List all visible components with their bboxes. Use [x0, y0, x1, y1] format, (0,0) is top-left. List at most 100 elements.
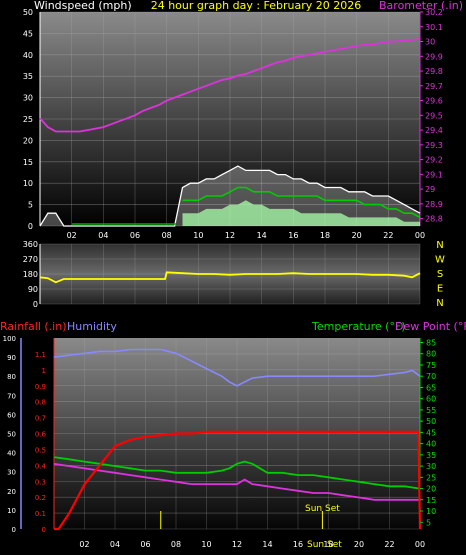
temperature-tick: 45: [426, 428, 436, 437]
rainfall-tick: 0.8: [35, 399, 46, 407]
bottom-x-tick: 00: [415, 540, 425, 549]
temperature-tick: 35: [426, 451, 436, 460]
barometer-line: [39, 37, 421, 133]
rainfall-tick: 1.1: [35, 351, 46, 359]
humidity-tick: 80: [7, 373, 16, 381]
windspeed-tick: 25: [23, 115, 33, 124]
graph-title: 24 hour graph day : February 20 2026: [151, 0, 362, 12]
barometer-tick: 29.6: [425, 97, 443, 106]
temperature-line: [53, 456, 421, 490]
bottom-x-tick: 06: [140, 540, 150, 549]
humidity-label: Humidity: [67, 320, 117, 333]
wind-direction-line: [39, 271, 421, 284]
barometer-tick: 29.8: [425, 67, 443, 76]
mid-series: [39, 271, 421, 284]
gust-line: [39, 165, 421, 227]
bottom-series: [53, 348, 422, 531]
compass-letter: S: [437, 269, 443, 280]
top-x-axis: 02 04 06 08 10 12 14 16 18 20 22 00: [67, 231, 426, 240]
top-x-tick: 04: [98, 231, 108, 240]
gust-area: [40, 166, 420, 226]
top-x-tick: 10: [193, 231, 203, 240]
humidity-tick: 60: [7, 411, 16, 419]
bottom-x-tick: 08: [171, 540, 181, 549]
temperature-tick: 65: [426, 383, 436, 392]
humidity-tick: 50: [7, 431, 16, 439]
rainfall-line: [54, 430, 422, 531]
temperature-tick: 70: [426, 372, 436, 381]
top-x-tick: 18: [320, 231, 330, 240]
windspeed-tick: 5: [28, 201, 33, 210]
top-x-tick: 20: [352, 231, 362, 240]
rainfall-tick: 0.7: [35, 415, 46, 423]
barometer-tick: 29.2: [425, 156, 443, 165]
top-x-tick: 08: [162, 231, 172, 240]
rainfall-tick: 0.5: [35, 446, 46, 454]
temperature-tick: 50: [426, 417, 436, 426]
rainfall-tick: 0: [42, 526, 46, 534]
bottom-x-tick: 10: [201, 540, 211, 549]
temperature-tick: 40: [426, 440, 436, 449]
windspeed-tick: 30: [23, 94, 33, 103]
bottom-x-axis: 02 04 06 08 10 12 14 16 18 20 22 00: [79, 540, 425, 549]
sunset-label-lower: Sun Set: [307, 540, 342, 550]
rainfall-tick: 0.1: [35, 510, 46, 518]
rainfall-tick: 0.9: [35, 383, 46, 391]
temperature-axis: 5 10 15 20 25 30 35 40 45 50 55 60 65 70 75 80 85: [420, 338, 436, 527]
windspeed-tick: 50: [23, 8, 33, 17]
barometer-label: Barometer (.in): [379, 0, 463, 12]
top-x-tick: 02: [67, 231, 77, 240]
top-x-tick: 06: [130, 231, 140, 240]
temperature-tick: 60: [426, 395, 436, 404]
direction-tick: 270: [23, 255, 38, 264]
rainfall-tick: 0.3: [35, 478, 46, 486]
compass-letter: W: [435, 255, 445, 266]
windspeed-tick: 20: [23, 136, 33, 145]
humidity-tick: 90: [7, 354, 16, 362]
humidity-tick: 40: [7, 450, 16, 458]
top-x-tick: 12: [225, 231, 235, 240]
rainfall-tick: 0.4: [35, 462, 47, 470]
humidity-line: [53, 348, 421, 387]
barometer-tick: 28.9: [425, 200, 443, 209]
direction-axis: 0 90 180 270 360: [23, 240, 38, 309]
dewpoint-line: [53, 462, 420, 501]
rainfall-label: Rainfall (.in): [0, 320, 67, 333]
rainfall-tick: 1: [42, 367, 46, 375]
bottom-x-tick: 14: [262, 540, 272, 549]
bottom-x-tick: 04: [110, 540, 120, 549]
bottom-x-tick: 02: [79, 540, 89, 549]
barometer-tick: 28.8: [425, 215, 443, 224]
barometer-tick: 29.9: [425, 52, 443, 61]
temperature-tick: 25: [426, 473, 436, 482]
bottom-x-tick: 12: [232, 540, 242, 549]
windspeed-tick: 35: [23, 72, 33, 81]
temperature-label: Temperature (°F): [311, 320, 406, 333]
direction-tick: 180: [23, 270, 38, 279]
windspeed-tick: 15: [23, 158, 33, 167]
temperature-tick: 10: [426, 507, 436, 516]
temperature-tick: 5: [426, 518, 431, 527]
top-x-tick: 00: [415, 231, 425, 240]
dewpoint-label: Dew Point (°F): [395, 320, 466, 333]
temperature-tick: 15: [426, 496, 436, 505]
barometer-tick: 30.1: [425, 23, 443, 32]
humidity-tick: 0: [12, 526, 16, 534]
sunset-label-upper: Sun Set: [305, 504, 340, 514]
bottom-x-tick: 18: [323, 540, 333, 549]
rainfall-axis: 0 0.1 0.2 0.3 0.4 0.5 0.6 0.7 0.8 0.9 1 1.1: [35, 351, 47, 534]
direction-tick: 0: [33, 300, 38, 309]
bottom-x-tick: 16: [293, 540, 303, 549]
barometer-tick: 29.7: [425, 82, 443, 91]
humidity-axis: 0 10 20 30 40 50 60 70 80 90 100: [3, 335, 22, 534]
temperature-tick: 55: [426, 406, 436, 415]
top-x-tick: 22: [383, 231, 393, 240]
barometer-tick: 29: [425, 185, 435, 194]
windspeed-label: Windspeed (mph): [34, 0, 132, 12]
humidity-tick: 100: [3, 335, 16, 343]
temperature-tick: 80: [426, 350, 436, 359]
